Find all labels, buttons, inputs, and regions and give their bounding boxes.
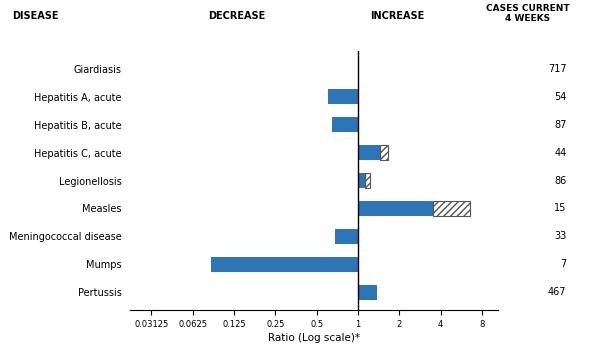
Bar (358, 145, 380, 160)
Text: 467: 467 (548, 287, 566, 297)
Bar (335, 229, 358, 244)
Text: 86: 86 (554, 175, 566, 186)
Text: CASES CURRENT
4 WEEKS: CASES CURRENT 4 WEEKS (486, 4, 569, 23)
Bar (358, 285, 377, 300)
Text: 44: 44 (554, 148, 566, 157)
Text: 54: 54 (554, 92, 566, 102)
Text: INCREASE: INCREASE (370, 11, 425, 21)
Bar (358, 173, 365, 188)
Bar (365, 173, 370, 188)
Text: 7: 7 (560, 259, 566, 269)
Text: 33: 33 (554, 231, 566, 242)
Bar (380, 145, 388, 160)
Text: 15: 15 (554, 204, 566, 213)
X-axis label: Ratio (Log scale)*: Ratio (Log scale)* (268, 333, 361, 343)
Bar (327, 90, 358, 104)
Bar (332, 117, 358, 132)
Bar (433, 201, 470, 216)
Text: 87: 87 (554, 119, 566, 130)
Bar (211, 257, 358, 271)
Text: DISEASE: DISEASE (12, 11, 58, 21)
Text: DECREASE: DECREASE (209, 11, 266, 21)
Text: 717: 717 (548, 64, 566, 74)
Bar (358, 201, 433, 216)
